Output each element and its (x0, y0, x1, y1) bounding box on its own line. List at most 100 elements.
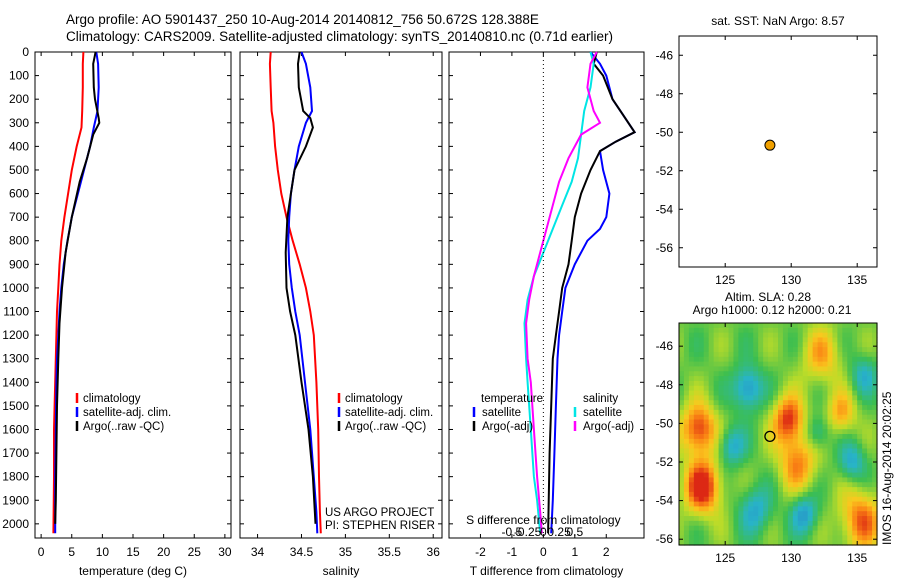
sla-heatmap-cell (768, 342, 774, 348)
sla-heatmap-cell (763, 395, 769, 401)
sla-heatmap-cell (703, 482, 710, 488)
sla-heatmap-cell (782, 472, 789, 479)
sla-heatmap-cell (787, 327, 794, 334)
sla-heatmap-cell (753, 438, 759, 445)
sla-heatmap-cell (782, 530, 789, 536)
sla-heatmap-cell (842, 376, 848, 382)
sla-heatmap-cell (698, 327, 705, 334)
sla-heatmap-cell (782, 395, 789, 401)
sla-heatmap-cell (852, 453, 858, 459)
sla-heatmap-cell (822, 458, 829, 464)
sla-heatmap-cell (827, 327, 834, 334)
sla-heatmap-cell (713, 332, 720, 339)
temperature-xtick-label: 20 (157, 545, 171, 559)
sla-heatmap-cell (698, 323, 705, 329)
sla-heatmap-cell (827, 337, 834, 343)
sla-heatmap-cell (782, 424, 789, 430)
sla-heatmap-cell (748, 337, 754, 343)
sla-heatmap-cell (718, 409, 725, 416)
sla-heatmap-cell (768, 361, 774, 368)
s-diff-tick-label: -0.25 (514, 525, 542, 539)
sla-heatmap-cell (812, 371, 819, 377)
sla-heatmap-cell (792, 347, 799, 353)
sla-heatmap-cell (748, 429, 754, 435)
sla-heatmap-cell (857, 506, 863, 512)
sla-heatmap-cell (773, 434, 779, 440)
sla-heatmap-cell (698, 540, 705, 546)
sla-heatmap-cell (748, 351, 754, 358)
sla-heatmap-cell (758, 443, 764, 450)
sla-heatmap-cell (688, 332, 695, 339)
sla-heatmap-cell (787, 491, 794, 498)
sla-heatmap-cell (743, 366, 749, 372)
sla-heatmap-cell (733, 525, 739, 532)
sla-heatmap-cell (812, 323, 819, 329)
sla-heatmap-cell (787, 487, 794, 493)
sla-heatmap-cell (842, 429, 848, 435)
sla-heatmap-cell (817, 361, 824, 368)
sla-heatmap-cell (792, 385, 799, 392)
sla-heatmap-cell (827, 409, 834, 416)
sla-heatmap-cell (852, 337, 858, 343)
sla-heatmap-cell (713, 520, 720, 527)
sla-heatmap-cell (698, 530, 705, 536)
depth-tick-label: 2000 (2, 517, 29, 531)
sst-map-ytick-label: -50 (656, 125, 674, 139)
sla-heatmap-cell (713, 501, 720, 507)
sla-heatmap-cell (867, 496, 873, 503)
sla-heatmap-cell (763, 448, 769, 454)
sla-heatmap-cell (867, 487, 873, 493)
sla-heatmap-cell (797, 429, 804, 435)
sla-heatmap-cell (847, 472, 853, 479)
sla-heatmap-cell (857, 530, 863, 536)
sla-heatmap-cell (797, 424, 804, 430)
sla-heatmap-cell (862, 482, 868, 488)
sla-heatmap-cell (733, 448, 739, 454)
sla-heatmap-cell (817, 501, 824, 507)
sla-heatmap-cell (693, 453, 700, 459)
sla-heatmap-cell (688, 506, 695, 512)
sla-heatmap-cell (713, 376, 720, 382)
sla-heatmap-cell (837, 472, 843, 479)
sla-heatmap-cell (857, 385, 863, 392)
sla-heatmap-cell (738, 540, 744, 546)
sla-heatmap-cell (817, 438, 824, 445)
sla-heatmap-cell (748, 380, 754, 387)
sla-heatmap-cell (773, 525, 779, 532)
sla-heatmap-cell (693, 462, 700, 469)
sla-heatmap-cell (753, 371, 759, 377)
sla-heatmap-cell (743, 501, 749, 507)
sla-heatmap-cell (683, 434, 690, 440)
sla-heatmap-cell (842, 337, 848, 343)
sla-heatmap-cell (688, 540, 695, 546)
sla-heatmap-cell (763, 525, 769, 532)
sla-heatmap-cell (688, 385, 695, 392)
sla-heatmap-cell (703, 419, 710, 425)
sla-heatmap-cell (763, 496, 769, 503)
sla-heatmap-cell (832, 496, 838, 503)
sla-heatmap-cell (733, 327, 739, 334)
sla-heatmap-cell (693, 342, 700, 348)
sla-heatmap-cell (792, 535, 799, 541)
sla-heatmap-cell (862, 453, 868, 459)
sla-heatmap-cell (852, 342, 858, 348)
sla-heatmap-cell (738, 467, 744, 474)
sla-heatmap-cell (797, 458, 804, 464)
sla-heatmap-cell (782, 487, 789, 493)
sla-heatmap-cell (679, 409, 685, 416)
sla-heatmap-cell (837, 443, 843, 450)
sla-heatmap-cell (683, 482, 690, 488)
sla-heatmap-cell (802, 516, 809, 522)
sla-heatmap-cell (728, 482, 735, 488)
sla-heatmap-cell (693, 361, 700, 368)
sla-heatmap-cell (738, 443, 744, 450)
sla-heatmap-cell (718, 323, 725, 329)
sla-heatmap-cell (743, 380, 749, 387)
sla-heatmap-cell (713, 395, 720, 401)
sla-heatmap-cell (718, 530, 725, 536)
sla-heatmap-cell (797, 409, 804, 416)
sla-heatmap-cell (792, 520, 799, 527)
sla-heatmap-cell (787, 414, 794, 421)
sla-heatmap-cell (857, 511, 863, 517)
sla-heatmap-cell (718, 405, 725, 411)
